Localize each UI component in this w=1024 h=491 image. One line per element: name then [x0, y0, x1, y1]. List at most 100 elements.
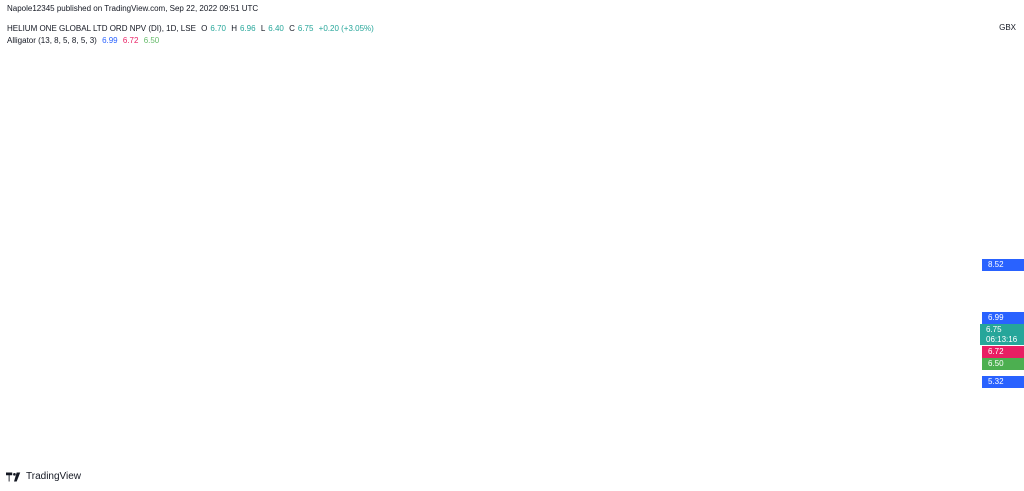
candle-body [313, 155, 316, 179]
candle-body [327, 176, 330, 195]
candle-body [188, 316, 191, 323]
candle-body [389, 224, 392, 228]
candle-body [765, 297, 769, 301]
candle-body [429, 245, 432, 251]
candle-body [379, 212, 382, 224]
candle-body [257, 68, 260, 85]
candle-body [307, 156, 310, 166]
candle-body [495, 152, 498, 163]
candle-body [237, 192, 241, 210]
candle-body [198, 313, 201, 319]
candle-body [86, 311, 89, 313]
candle-body [627, 213, 630, 216]
indicator-title[interactable]: Alligator (13, 8, 5, 8, 5, 3) [7, 36, 97, 45]
candle-body [290, 126, 293, 163]
symbol-legend: HELIUM ONE GLOBAL LTD ORD NPV (DI), 1D, … [7, 24, 374, 33]
tradingview-brand[interactable]: TradingView [26, 471, 82, 482]
candle-body [732, 282, 736, 288]
candle-body [148, 315, 151, 317]
candle-body [396, 221, 399, 228]
candle-body [122, 302, 125, 315]
candle-body [175, 318, 178, 322]
candle-body [864, 359, 868, 367]
candle-body [709, 275, 712, 291]
candle-body [548, 178, 551, 186]
candle-body [607, 200, 610, 207]
candle-body [353, 201, 356, 209]
candle-body [317, 178, 320, 188]
x-tick-label: 2022 [209, 455, 227, 464]
open-value: 6.70 [210, 24, 226, 33]
candle-body [138, 304, 142, 310]
symbol-title[interactable]: HELIUM ONE GLOBAL LTD ORD NPV (DI), 1D, … [7, 24, 196, 33]
candle-body [508, 169, 511, 185]
candle-body [82, 307, 85, 312]
candle-body [211, 315, 214, 319]
candle-body [610, 197, 613, 207]
candle-body [426, 245, 429, 248]
y-tick-label: 9.00 [978, 245, 994, 254]
candle-body [402, 236, 406, 242]
last-price-tag: 6.75 06:13:16 [980, 324, 1024, 345]
candle-body [20, 273, 23, 276]
candle-body [534, 181, 538, 194]
candle-body [591, 186, 594, 197]
candle-body [152, 309, 155, 317]
candle-body [228, 248, 231, 268]
candle-body [845, 318, 848, 330]
candle-body [812, 289, 815, 295]
candle-body [501, 160, 505, 168]
x-tick-label: Aug [746, 455, 760, 464]
candle-body [66, 303, 69, 308]
candle-body [323, 170, 326, 177]
candle-body [145, 310, 148, 316]
candle-body [231, 219, 234, 249]
candle-body [637, 225, 640, 228]
candle-body [129, 304, 132, 307]
candle-body [693, 280, 696, 285]
candle-body [703, 275, 706, 284]
candle-body [171, 316, 175, 322]
candle-body [452, 257, 455, 259]
earnings-marker [430, 432, 444, 446]
candle-body [350, 193, 353, 202]
candle-body [492, 145, 495, 153]
candle-body [416, 246, 419, 249]
candle-body [310, 155, 313, 166]
x-tick-label: May [514, 455, 529, 464]
candle-body [251, 111, 254, 123]
high-value: 6.96 [240, 24, 256, 33]
candle-body [624, 196, 627, 214]
candle-body [284, 120, 287, 124]
x-tick-label: Feb [288, 455, 302, 464]
candle-body [439, 255, 442, 257]
candle-body [115, 309, 118, 311]
candle-body [26, 280, 29, 283]
candle-body [835, 286, 838, 298]
candle-body [264, 63, 267, 68]
candle-body [881, 331, 884, 345]
candle-body [581, 179, 584, 181]
candle-body [105, 304, 109, 317]
candle-body [99, 312, 102, 316]
alligator-lips-line [17, 75, 893, 369]
candle-body [109, 309, 112, 317]
candle-body [300, 167, 303, 175]
candle-body [802, 290, 805, 295]
candle-body [482, 157, 485, 162]
candle-body [779, 293, 782, 299]
candle-body [442, 253, 445, 257]
candle-body [617, 190, 620, 206]
candle-body [729, 282, 732, 295]
candle-body [287, 120, 290, 127]
candle-body [782, 285, 785, 294]
candle-body [640, 225, 643, 236]
y-tick-label: 14.00 [978, 64, 999, 73]
candle-body [158, 318, 161, 321]
grid [0, 18, 971, 451]
candle-body [805, 286, 808, 291]
candle-body [538, 181, 541, 190]
candle-body [742, 290, 745, 292]
candle-body [297, 151, 300, 168]
